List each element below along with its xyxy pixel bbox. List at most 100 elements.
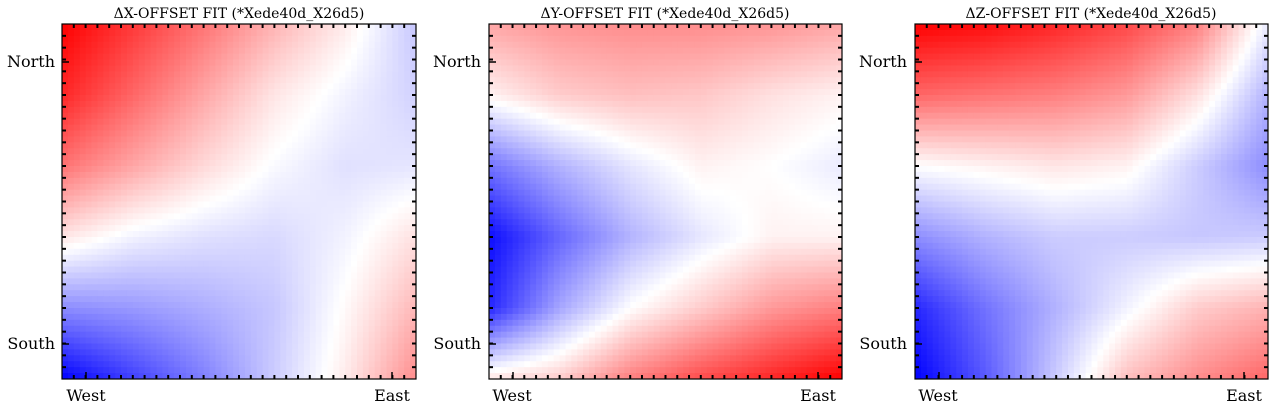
heatmap-cell xyxy=(79,189,87,197)
heatmap-cell xyxy=(600,47,608,55)
heatmap-cell xyxy=(215,201,222,209)
heatmap-cell xyxy=(132,47,140,55)
heatmap-cell xyxy=(321,183,329,191)
heatmap-cell xyxy=(115,355,122,362)
heatmap-cell xyxy=(812,130,820,138)
heatmap-cell xyxy=(541,83,549,90)
heatmap-cell xyxy=(109,272,116,280)
heatmap-cell xyxy=(109,248,116,256)
heatmap-cell xyxy=(518,148,525,155)
heatmap-cell xyxy=(221,118,228,126)
heatmap-cell xyxy=(233,237,240,244)
heatmap-cell xyxy=(730,29,737,37)
heatmap-cell xyxy=(85,171,93,179)
heatmap-cell xyxy=(239,373,246,379)
heatmap-cell xyxy=(168,296,175,303)
heatmap-cell xyxy=(386,118,393,126)
heatmap-cell xyxy=(67,77,75,84)
heatmap-cell xyxy=(121,106,128,114)
heatmap-cell xyxy=(345,367,352,374)
heatmap-cell xyxy=(73,308,81,315)
heatmap-cell xyxy=(536,106,543,114)
heatmap-cell xyxy=(653,47,661,55)
heatmap-cell xyxy=(706,100,714,108)
heatmap-cell xyxy=(730,24,737,31)
heatmap-cell xyxy=(256,325,264,333)
heatmap-cell xyxy=(144,106,152,114)
heatmap-cell xyxy=(759,59,767,67)
heatmap-cell xyxy=(374,266,382,274)
heatmap-cell xyxy=(518,106,525,114)
heatmap-cell xyxy=(351,373,358,379)
heatmap-cell xyxy=(85,313,93,321)
heatmap-cell xyxy=(571,29,578,37)
heatmap-cell xyxy=(91,284,98,291)
heatmap-cell xyxy=(783,29,790,37)
heatmap-cell xyxy=(712,95,720,102)
heatmap-cell xyxy=(239,160,246,167)
heatmap-cell xyxy=(91,278,98,285)
heatmap-cell xyxy=(589,53,596,61)
heatmap-cell xyxy=(132,177,140,185)
heatmap-cell xyxy=(62,112,69,120)
heatmap-cell xyxy=(280,367,287,374)
heatmap-cell xyxy=(357,213,364,220)
heatmap-cell xyxy=(292,313,299,321)
heatmap-cell xyxy=(718,24,725,31)
heatmap-cell xyxy=(67,319,75,327)
heatmap-cell xyxy=(374,53,382,61)
heatmap-cell xyxy=(185,337,193,345)
heatmap-cell xyxy=(109,367,116,374)
heatmap-cell xyxy=(292,254,299,262)
heatmap-cell xyxy=(191,124,199,132)
heatmap-cell xyxy=(671,106,678,114)
heatmap-cell xyxy=(274,284,281,291)
heatmap-cell xyxy=(339,29,346,37)
heatmap-cell xyxy=(233,284,240,291)
heatmap-cell xyxy=(256,284,264,291)
heatmap-cell xyxy=(227,242,234,250)
heatmap-cell xyxy=(694,71,702,78)
heatmap-cell xyxy=(410,142,416,149)
heatmap-cell xyxy=(836,118,842,126)
heatmap-cell xyxy=(191,89,199,96)
heatmap-cell xyxy=(150,361,157,368)
heatmap-cell xyxy=(138,207,146,214)
heatmap-cell xyxy=(777,100,784,108)
heatmap-cell xyxy=(327,207,334,214)
heatmap-cell xyxy=(559,130,567,138)
heatmap-cell xyxy=(836,65,842,72)
heatmap-cell xyxy=(239,296,246,303)
heatmap-cell xyxy=(73,337,81,345)
heatmap-cell xyxy=(327,367,334,374)
heatmap-cell xyxy=(398,47,405,55)
heatmap-cell xyxy=(168,136,175,143)
heatmap-cell xyxy=(404,361,411,368)
heatmap-cell xyxy=(121,166,128,173)
heatmap-cell xyxy=(191,343,199,351)
heatmap-cell xyxy=(209,77,216,84)
heatmap-cell xyxy=(392,65,399,72)
heatmap-cell xyxy=(753,100,761,108)
heatmap-cell xyxy=(244,71,252,78)
heatmap-cell xyxy=(280,337,287,345)
heatmap-cell xyxy=(262,171,270,179)
heatmap-cell xyxy=(718,59,725,67)
heatmap-cell xyxy=(256,142,264,149)
heatmap-cell xyxy=(262,349,270,356)
heatmap-cell xyxy=(268,171,275,179)
heatmap-cell xyxy=(730,142,737,149)
heatmap-cell xyxy=(115,154,122,161)
heatmap-cell xyxy=(339,272,346,280)
heatmap-cell xyxy=(386,29,393,37)
heatmap-cell xyxy=(559,29,567,37)
heatmap-cell xyxy=(103,189,110,197)
heatmap-cell xyxy=(215,331,222,339)
heatmap-cell xyxy=(404,225,411,232)
heatmap-cell xyxy=(174,195,181,203)
heatmap-cell xyxy=(286,118,293,126)
heatmap-cell xyxy=(168,41,175,49)
heatmap-cell xyxy=(168,213,175,220)
heatmap-cell xyxy=(292,237,299,244)
heatmap-cell xyxy=(577,35,584,43)
